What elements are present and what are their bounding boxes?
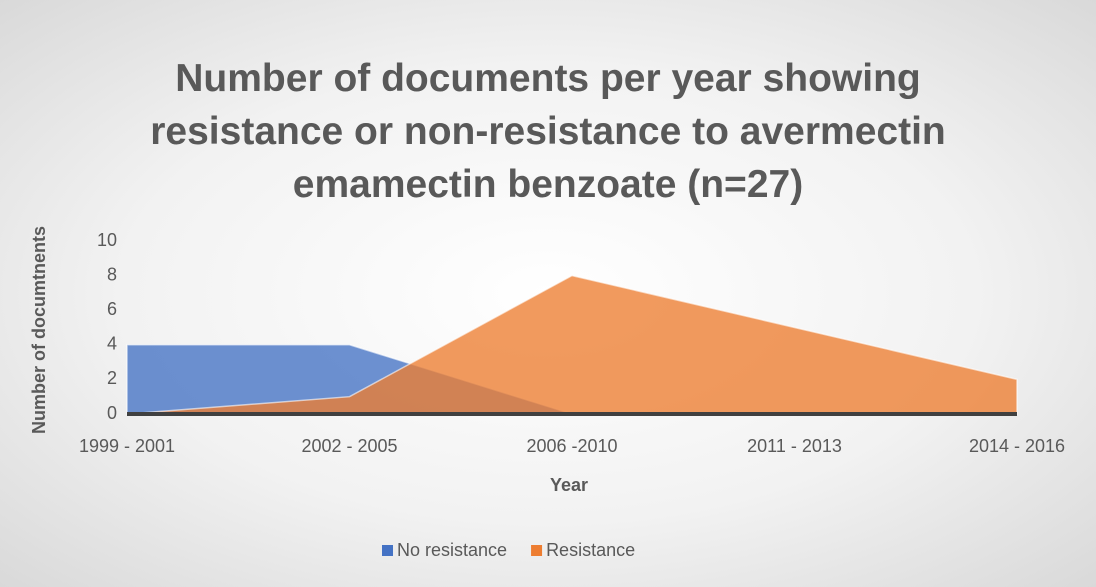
chart-title: Number of documents per year showing res… — [150, 57, 946, 206]
x-axis-label: Year — [550, 475, 588, 495]
y-tick-label: 4 — [107, 334, 117, 354]
legend-label: Resistance — [546, 540, 635, 560]
legend-swatch — [531, 545, 543, 556]
y-axis-label: Number of documtnents — [29, 226, 49, 434]
x-tick-label: 2014 - 2016 — [969, 436, 1065, 456]
x-tick-label: 2011 - 2013 — [747, 436, 842, 456]
y-tick-label: 10 — [97, 230, 117, 250]
y-tick-label: 8 — [107, 264, 117, 284]
y-tick-label: 6 — [107, 299, 117, 319]
y-tick-label: 2 — [107, 368, 117, 388]
y-tick-label: 0 — [107, 403, 117, 423]
x-tick-label: 2006 -2010 — [526, 436, 617, 456]
legend-label: No resistance — [397, 540, 507, 560]
legend-swatch — [382, 545, 393, 556]
x-tick-label: 2002 - 2005 — [301, 436, 397, 456]
x-tick-label: 1999 - 2001 — [79, 436, 175, 456]
